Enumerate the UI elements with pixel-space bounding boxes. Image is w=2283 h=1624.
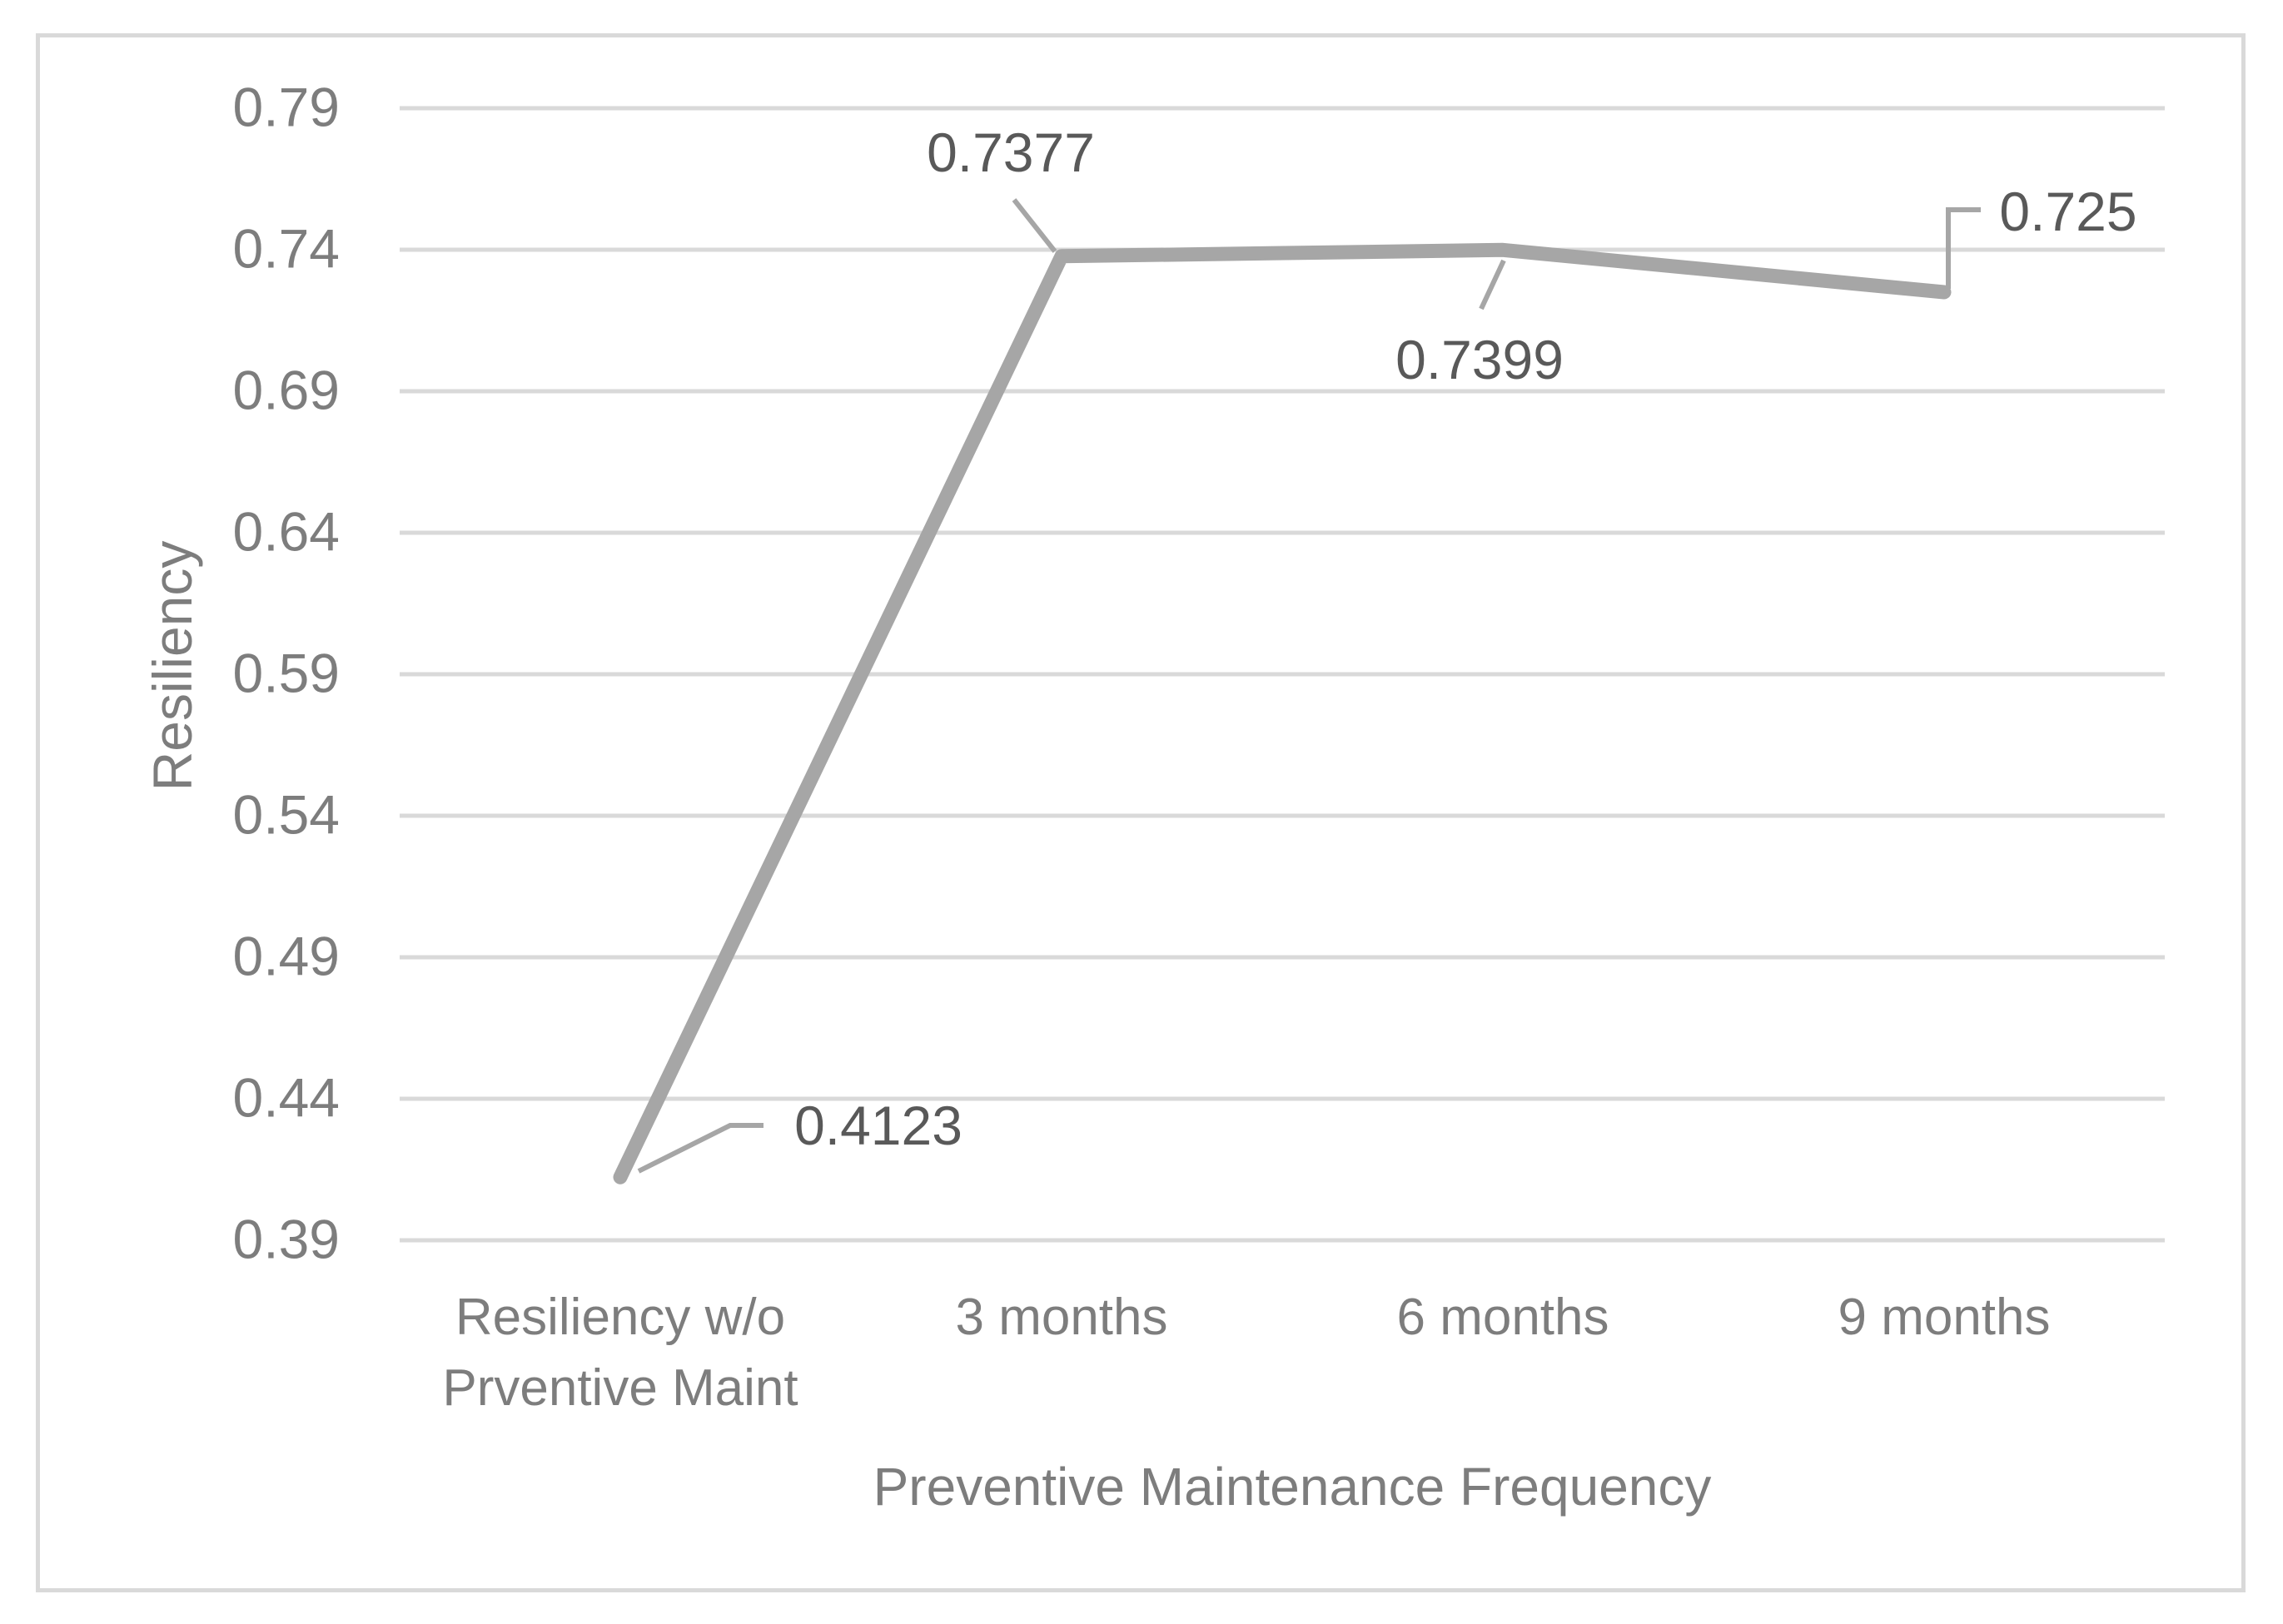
plot-frame	[36, 33, 2246, 1592]
data-label: 0.4123	[794, 1095, 962, 1156]
y-tick-label: 0.69	[232, 359, 340, 421]
y-tick-label: 0.79	[232, 76, 340, 138]
x-category-label: Resiliency w/o Prventive Maint	[442, 1289, 798, 1417]
y-tick-label: 0.54	[232, 783, 340, 846]
x-category-label: 6 months	[1396, 1289, 1609, 1346]
data-label-leader-lines	[637, 198, 1981, 1174]
x-category-label: 9 months	[1838, 1289, 2051, 1346]
y-tick-label: 0.74	[232, 217, 340, 280]
data-label: 0.7399	[1395, 329, 1564, 390]
data-label: 0.725	[1999, 181, 2137, 242]
leader-line	[1479, 259, 1506, 310]
leader-line	[637, 1123, 763, 1174]
y-tick-label: 0.49	[232, 925, 340, 987]
y-tick-label: 0.44	[232, 1066, 340, 1129]
y-tick-label: 0.59	[232, 642, 340, 704]
series-line	[613, 242, 1952, 1184]
y-axis-title: Resiliency	[142, 540, 203, 792]
x-axis-title: Preventive Maintenance Frequency	[873, 1457, 1712, 1517]
gridlines	[400, 106, 2165, 1243]
y-tick-label: 0.64	[232, 500, 340, 563]
data-label: 0.7377	[927, 122, 1095, 183]
leader-line	[1012, 198, 1057, 253]
y-tick-label: 0.39	[232, 1208, 340, 1270]
leader-line	[1946, 207, 1981, 289]
x-category-label: 3 months	[955, 1289, 1168, 1346]
